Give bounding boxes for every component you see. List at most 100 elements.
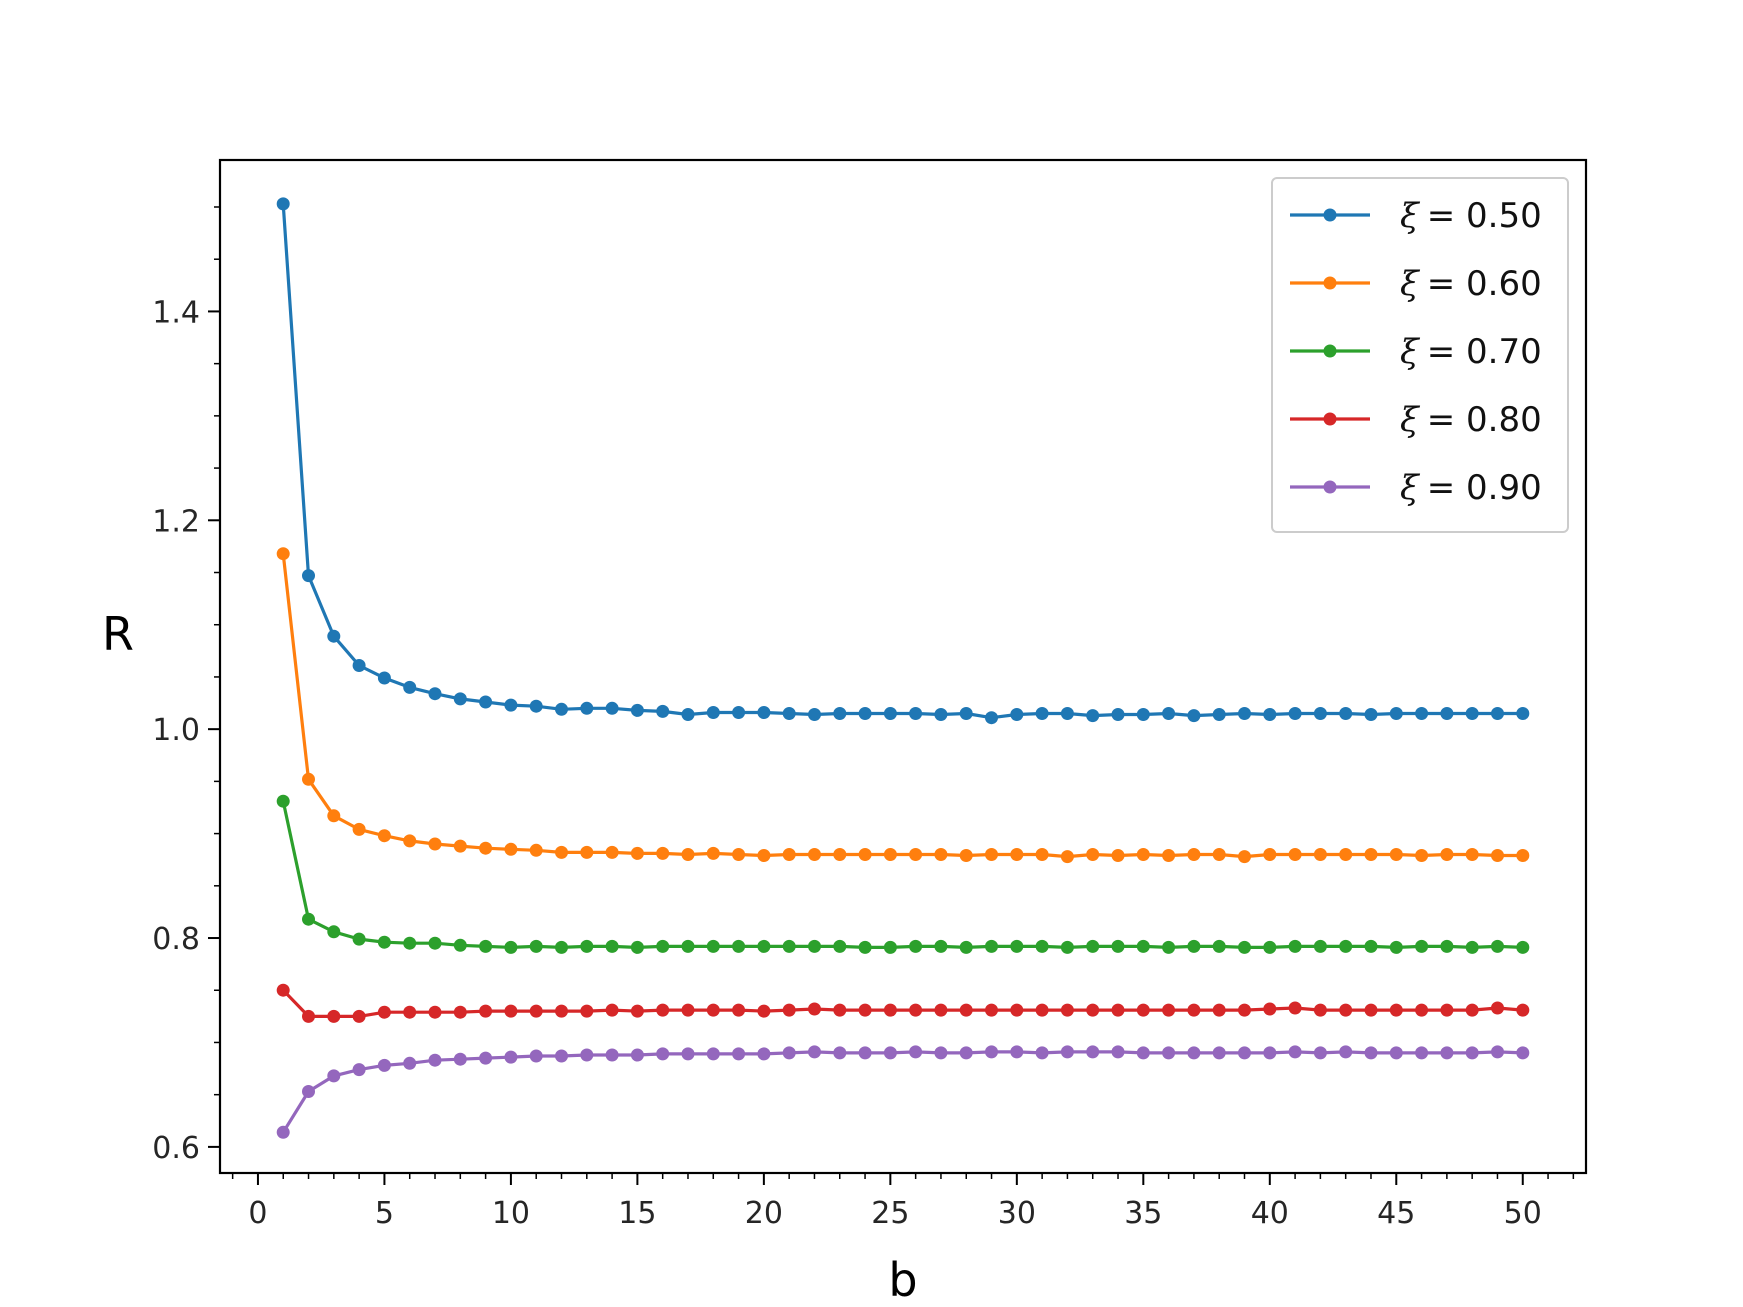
data-point xyxy=(555,845,568,859)
data-point xyxy=(605,845,619,859)
data-point xyxy=(1238,707,1251,720)
data-point xyxy=(1035,1046,1049,1060)
data-point xyxy=(352,1009,366,1023)
data-point xyxy=(479,1004,493,1018)
data-point xyxy=(1415,849,1429,862)
data-point xyxy=(1263,848,1277,861)
data-point xyxy=(1415,939,1429,953)
data-point xyxy=(479,939,493,953)
x-axis-label: b xyxy=(888,1253,917,1307)
data-point xyxy=(1491,707,1504,720)
data-point xyxy=(934,848,948,861)
data-point xyxy=(479,841,493,855)
data-point xyxy=(1212,1046,1226,1060)
plot-frame xyxy=(218,158,1588,1175)
data-point xyxy=(1491,939,1504,953)
data-point xyxy=(1086,1045,1100,1059)
legend-marker xyxy=(1323,208,1337,222)
legend-marker xyxy=(1323,344,1337,358)
data-point xyxy=(757,849,771,862)
data-point xyxy=(1035,939,1049,953)
y-tick-label: 0.6 xyxy=(152,1131,200,1166)
data-point xyxy=(883,1003,897,1017)
data-point xyxy=(1516,849,1530,862)
data-point xyxy=(1313,848,1327,861)
data-point xyxy=(1060,850,1074,864)
data-point xyxy=(327,809,341,823)
data-point xyxy=(1162,849,1176,862)
data-point xyxy=(276,197,290,211)
data-point xyxy=(985,1003,998,1017)
data-point xyxy=(302,1085,315,1098)
data-point xyxy=(1364,848,1378,861)
data-point xyxy=(1415,707,1429,720)
data-point xyxy=(808,848,821,861)
data-point xyxy=(580,701,594,715)
x-tick-label: 15 xyxy=(618,1196,656,1231)
data-point xyxy=(782,848,796,861)
data-point xyxy=(934,1003,948,1017)
data-point xyxy=(1339,1045,1353,1059)
data-point xyxy=(1491,1045,1504,1059)
data-point xyxy=(1162,940,1176,954)
data-point xyxy=(808,939,821,953)
legend-box xyxy=(1271,177,1569,533)
data-point xyxy=(732,1003,746,1017)
data-point xyxy=(580,1048,594,1062)
data-point xyxy=(1212,1003,1226,1017)
data-point xyxy=(782,1003,796,1017)
data-point xyxy=(1238,1003,1251,1017)
data-point xyxy=(1389,848,1403,861)
series-3 xyxy=(276,983,1530,1023)
data-point xyxy=(302,1009,315,1023)
data-point xyxy=(302,569,315,583)
legend-label: ξ = 0.70 xyxy=(1400,332,1542,372)
data-point xyxy=(1111,708,1125,721)
data-point xyxy=(681,1047,695,1061)
data-point xyxy=(883,848,897,861)
data-point xyxy=(529,1049,543,1063)
data-point xyxy=(555,1004,568,1018)
legend-item: ξ = 0.90 xyxy=(1290,468,1542,508)
data-point xyxy=(757,1047,771,1061)
data-point xyxy=(656,1047,670,1061)
legend-label: ξ = 0.90 xyxy=(1400,468,1542,508)
data-point xyxy=(1516,940,1530,954)
data-point xyxy=(302,772,315,786)
data-point xyxy=(1440,939,1454,953)
data-point xyxy=(1187,848,1201,861)
data-point xyxy=(1086,939,1100,953)
data-point xyxy=(327,1069,341,1083)
data-point xyxy=(1288,939,1302,953)
data-point xyxy=(883,1046,897,1060)
data-point xyxy=(909,848,923,861)
data-point xyxy=(1364,1003,1378,1017)
data-point xyxy=(504,842,518,856)
data-point xyxy=(630,846,644,860)
data-point xyxy=(276,547,290,561)
data-point xyxy=(808,708,821,721)
data-point xyxy=(656,704,670,718)
data-point xyxy=(1465,707,1479,720)
data-point xyxy=(858,940,872,954)
data-point xyxy=(1440,707,1454,720)
data-point xyxy=(1187,939,1201,953)
data-point xyxy=(630,1004,644,1018)
data-point xyxy=(605,939,619,953)
y-tick-label: 1.4 xyxy=(152,295,200,330)
data-point xyxy=(833,1003,847,1017)
data-point xyxy=(302,912,315,926)
data-point xyxy=(909,1045,923,1059)
data-point xyxy=(630,1048,644,1062)
data-point xyxy=(1313,1003,1327,1017)
data-point xyxy=(1010,1003,1024,1017)
data-point xyxy=(276,794,290,808)
data-point xyxy=(959,1003,973,1017)
y-axis-label: R xyxy=(102,607,134,661)
data-point xyxy=(985,939,998,953)
x-tick-label: 0 xyxy=(248,1196,267,1231)
data-point xyxy=(1060,707,1074,720)
data-point xyxy=(580,939,594,953)
data-point xyxy=(934,939,948,953)
data-point xyxy=(732,706,746,719)
